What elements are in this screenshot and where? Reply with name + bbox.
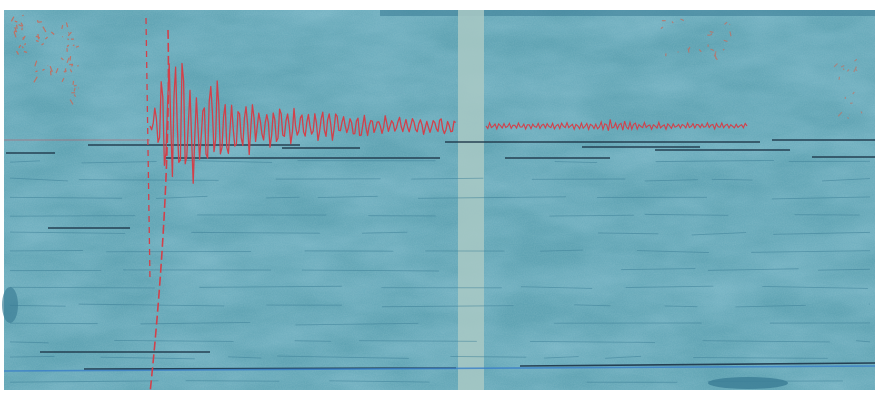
- faint-line: [9, 231, 126, 234]
- handwritten-marks: [10, 14, 863, 120]
- blue-trace-line: [3, 365, 876, 372]
- faint-line: [625, 285, 714, 288]
- faint-line: [411, 177, 484, 180]
- faint-line: [9, 304, 66, 307]
- seismic-waveform: [149, 62, 457, 184]
- faint-line: [621, 268, 696, 271]
- faint-line: [855, 340, 871, 343]
- faint-line: [711, 178, 753, 181]
- edge-stain: [2, 287, 18, 323]
- onset-line: [149, 29, 170, 394]
- faint-line: [9, 380, 159, 383]
- faint-line: [598, 232, 659, 235]
- faint-line: [450, 356, 527, 358]
- faint-line: [691, 232, 747, 236]
- faint-line: [655, 159, 775, 163]
- faint-line: [817, 268, 871, 271]
- faint-line: [191, 231, 320, 234]
- faint-line: [266, 196, 300, 199]
- faint-line: [554, 161, 598, 163]
- faint-line: [418, 196, 567, 199]
- faint-line: [228, 356, 262, 359]
- seismic-trace: [4, 17, 748, 394]
- baseline-segment: [519, 362, 876, 367]
- faint-line: [295, 322, 419, 326]
- faint-line: [544, 356, 579, 359]
- handwriting-stroke: [66, 44, 80, 105]
- faint-line: [9, 160, 41, 163]
- faint-line: [9, 341, 49, 344]
- faint-line: [140, 321, 251, 325]
- faint-line: [199, 285, 342, 288]
- faint-line: [301, 269, 439, 272]
- faint-line: [185, 380, 280, 382]
- faint-line: [156, 195, 208, 199]
- faint-line: [702, 340, 830, 343]
- faint-line: [382, 305, 514, 308]
- faint-line: [664, 305, 698, 308]
- faint-line: [604, 355, 642, 359]
- handwriting-stroke: [833, 58, 858, 80]
- top-edge-stain: [380, 10, 875, 16]
- faint-line: [317, 195, 378, 199]
- faint-line: [549, 214, 635, 217]
- faint-line: [773, 231, 871, 235]
- faint-line: [9, 355, 55, 358]
- handwriting-stroke: [33, 20, 55, 83]
- faint-line: [540, 249, 584, 252]
- faint-line: [762, 286, 868, 289]
- faint-line: [277, 355, 409, 359]
- baseline-traces: [6, 139, 876, 370]
- faint-line: [636, 250, 710, 254]
- faint-line: [78, 179, 219, 181]
- faint-line: [329, 380, 430, 383]
- faint-line: [81, 161, 157, 164]
- handwriting-stroke: [660, 18, 732, 61]
- faint-line: [361, 231, 408, 234]
- faint-line: [574, 304, 611, 307]
- faint-line: [9, 215, 136, 217]
- faint-line: [771, 196, 871, 200]
- faint-line: [693, 357, 828, 359]
- faint-line: [644, 213, 729, 216]
- faint-line: [114, 339, 234, 342]
- faint-line: [359, 340, 477, 342]
- handwriting-stroke: [10, 14, 28, 55]
- faint-line: [520, 286, 593, 289]
- faint-line: [9, 196, 123, 199]
- faint-line: [707, 268, 799, 271]
- faint-line: [9, 177, 69, 182]
- paper-seam: [458, 10, 484, 390]
- faint-line: [644, 179, 698, 182]
- faint-line: [530, 341, 656, 343]
- handwriting-stroke: [55, 22, 74, 83]
- faint-line: [78, 303, 225, 307]
- handwriting-stroke: [837, 91, 863, 120]
- faint-line: [9, 286, 155, 289]
- faint-line: [735, 304, 806, 308]
- seismic-waveform-tail: [485, 119, 748, 132]
- paper-grain: [4, 10, 875, 390]
- ink-stain: [708, 377, 788, 389]
- faint-line: [751, 250, 871, 253]
- faint-line: [822, 178, 871, 182]
- faint-line: [100, 356, 195, 360]
- faint-line: [294, 340, 332, 342]
